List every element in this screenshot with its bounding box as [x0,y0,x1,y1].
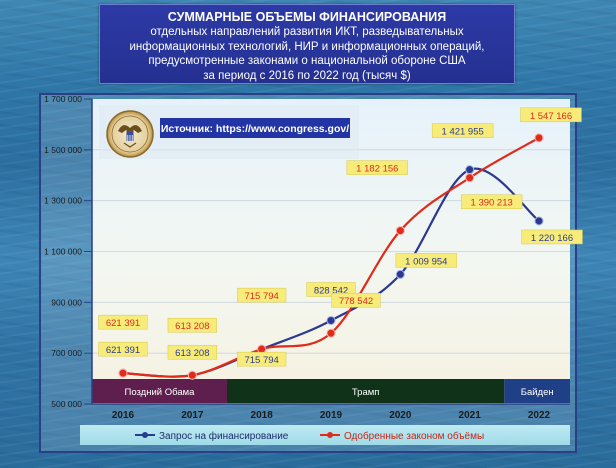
data-label-box [98,341,148,357]
y-tick-labels: 500 000 700 000 900 000 1 100 000 1 300 000 1… [44,94,82,409]
x-tick-label: 2016 [112,410,135,421]
y-tick-label: 1 500 000 [44,145,82,155]
data-label: 613 208 [175,321,209,332]
period-label: Байден [521,387,554,398]
data-label-box [431,123,494,138]
data-label: 1 421 955 [442,127,484,138]
data-label: 715 794 [244,291,278,302]
data-label: 1 220 166 [531,233,573,244]
y-tick-label: 1 700 000 [44,94,82,104]
data-label-box [167,317,217,333]
chart-subtitle-line-2: информационных технологий, НИР и информа… [129,40,485,53]
source-label: Источник: https://www.congress.gov/ [161,123,349,135]
data-label: 613 208 [175,348,209,359]
data-label: 621 391 [106,318,140,329]
data-label: 1 390 213 [471,198,513,209]
data-label-box [395,253,458,268]
x-tick-label: 2017 [181,410,204,421]
y-tick-label: 900 000 [51,297,82,307]
x-tick-label: 2020 [389,410,412,421]
data-point [326,315,336,325]
data-point [395,226,405,236]
data-point [465,173,475,183]
data-point [465,165,475,175]
legend-label: Запрос на финансирование [159,430,289,442]
period-band [504,379,570,403]
source-box: Источник: https://www.congress.gov/ [99,105,359,159]
chart-subtitle-line-3: предусмотренные законами о национальной … [148,55,466,67]
period-bands: Поздний Обама Трамп Байден [92,379,570,403]
y-tick-label: 500 000 [51,399,82,409]
data-label: 715 794 [244,355,278,366]
data-point [118,368,128,378]
data-point [534,133,544,143]
seal-icon [106,110,154,158]
y-tick-label: 1 100 000 [44,247,82,257]
data-label-box [520,107,582,123]
data-point [534,216,544,226]
data-label-box [237,287,287,303]
legend-marker [327,432,333,438]
period-label: Поздний Обама [125,387,196,398]
legend-marker [142,432,148,438]
data-label: 621 391 [106,345,140,356]
chart-title: СУММАРНЫЕ ОБЪЕМЫ ФИНАНСИРОВАНИЯ [167,10,447,24]
data-label-box [521,229,583,245]
x-tick-label: 2018 [251,410,274,421]
axes [91,99,570,405]
data-label-box [98,314,148,330]
data-label-box [237,351,287,367]
data-label: 778 542 [339,296,373,307]
data-label: 1 547 166 [530,111,572,122]
data-label-box [331,292,381,308]
period-label: Трамп [352,387,380,398]
data-point [326,328,336,338]
data-label-box [346,160,409,175]
data-label: 828 542 [314,285,348,296]
x-tick-labels: 2016 2017 2018 2019 2020 2021 2022 [112,410,551,421]
chart-title-box: СУММАРНЫЕ ОБЪЕМЫ ФИНАНСИРОВАНИЯ отдельны… [99,4,515,84]
data-point [395,269,405,279]
chart-subtitle-line-1: отдельных направлений развития ИКТ, разв… [150,26,464,38]
chart-subtitle-line-4: за период с 2016 по 2022 год (тысяч $) [203,69,411,82]
data-label: 1 009 954 [405,256,447,267]
data-label-box [167,344,217,360]
data-point [187,370,197,380]
y-tick-label: 700 000 [51,348,82,358]
data-labels: 621 391 613 208 715 794 828 542 1 009 954 1 4… [98,107,583,367]
legend-label: Одобренные законом объёмы [344,430,484,442]
period-band [92,379,227,403]
data-label-box [460,194,523,209]
x-tick-label: 2019 [320,410,343,421]
x-tick-label: 2021 [459,410,482,421]
legend: Запрос на финансирование Одобренные закон… [80,425,570,445]
data-label: 1 182 156 [356,164,398,175]
series-lines [118,133,544,380]
y-tick-label: 1 300 000 [44,196,82,206]
x-tick-label: 2022 [528,410,551,421]
period-band [226,379,505,403]
